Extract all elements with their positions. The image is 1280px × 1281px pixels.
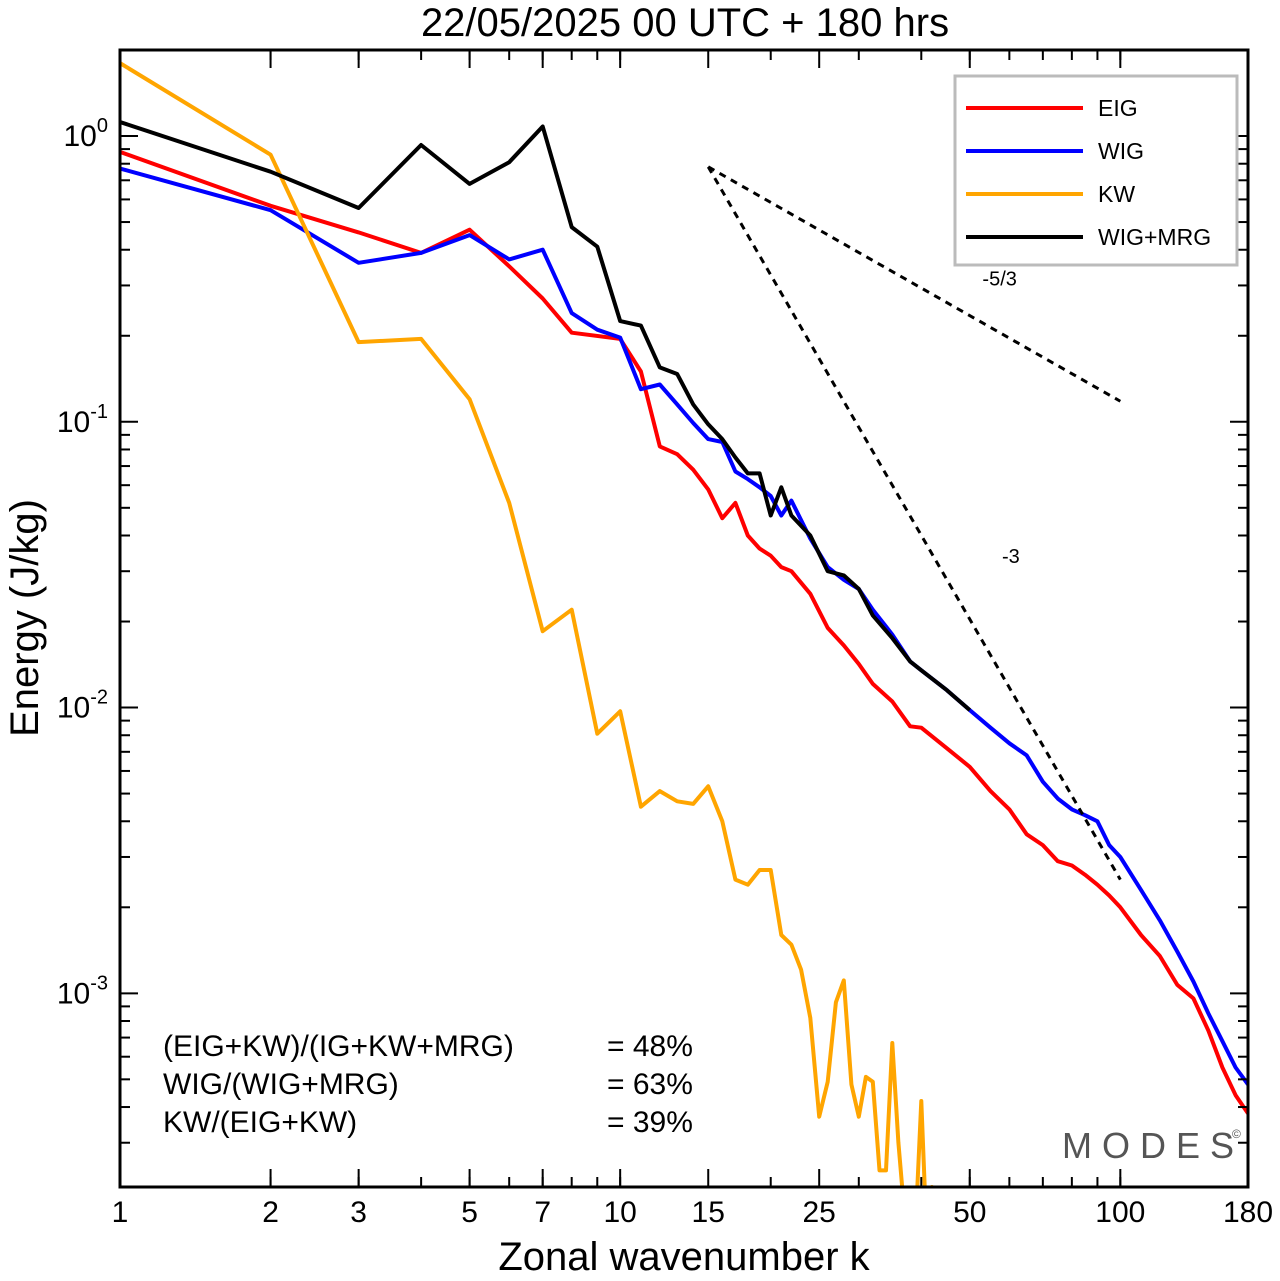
legend: EIG WIG KW WIG+MRG [953, 74, 1239, 267]
watermark-text: MODES [1062, 1125, 1244, 1166]
series-line-wig [120, 166, 1248, 1086]
ratio-value-0: = 48% [607, 1030, 693, 1063]
x-tick-label: 1 [112, 1196, 129, 1229]
x-axis-label: Zonal wavenumber k [498, 1235, 870, 1279]
x-tick-label: 25 [803, 1196, 836, 1229]
legend-label-2: KW [1098, 181, 1135, 207]
legend-label-3: WIG+MRG [1098, 224, 1211, 250]
series-layer [120, 61, 1248, 1187]
slope-label-1: -3 [1002, 546, 1020, 568]
axis-ticks [119, 49, 1249, 1187]
series-line-kw [120, 61, 934, 1187]
ratio-label-1: WIG/(WIG+MRG) [163, 1068, 399, 1101]
legend-items: EIG WIG KW WIG+MRG [966, 95, 1211, 250]
series-line-eig [120, 150, 1248, 1115]
x-tick-label: 180 [1223, 1196, 1273, 1229]
x-tick-label: 2 [262, 1196, 279, 1229]
x-tick-label: 3 [350, 1196, 367, 1229]
x-tick-label: 7 [534, 1196, 551, 1229]
legend-label-0: EIG [1098, 95, 1138, 121]
ratio-value-1: = 63% [607, 1068, 693, 1101]
ratio-value-2: = 39% [607, 1106, 693, 1139]
x-tick-label: 50 [953, 1196, 986, 1229]
slope-line-0 [707, 165, 1122, 403]
y-tick-label: 100 [64, 115, 109, 153]
modes-watermark: MODES © [1062, 1125, 1244, 1166]
ratio-label-0: (EIG+KW)/(IG+KW+MRG) [163, 1030, 514, 1063]
x-tick-label: 10 [603, 1196, 636, 1229]
y-tick-labels: 100 10-1 10-2 10-3 [57, 115, 108, 1010]
series-line-wig-mrg [120, 120, 972, 712]
y-axis-label: Energy (J/kg) [3, 499, 47, 737]
chart-title: 22/05/2025 00 UTC + 180 hrs [421, 1, 949, 45]
y-tick-label: 10-1 [57, 401, 108, 439]
ratio-annotations: (EIG+KW)/(IG+KW+MRG) = 48% WIG/(WIG+MRG) = … [163, 1030, 693, 1139]
x-tick-label: 5 [461, 1196, 478, 1229]
legend-label-1: WIG [1098, 138, 1144, 164]
legend-box [953, 74, 1239, 267]
x-tick-label: 100 [1095, 1196, 1145, 1229]
watermark-copyright: © [1232, 1127, 1241, 1141]
y-tick-label: 10-2 [57, 687, 108, 725]
y-tick-label: 10-3 [57, 972, 108, 1010]
x-tick-labels: 1 2 3 5 7 10 15 25 50 100 180 [112, 1196, 1273, 1229]
reference-lines: -5/3 -3 [706, 165, 1122, 881]
plot-area [118, 48, 1250, 1189]
slope-label-0: -5/3 [982, 268, 1016, 290]
x-tick-label: 15 [692, 1196, 725, 1229]
ratio-label-2: KW/(EIG+KW) [163, 1106, 357, 1139]
slope-line-1 [706, 166, 1122, 881]
